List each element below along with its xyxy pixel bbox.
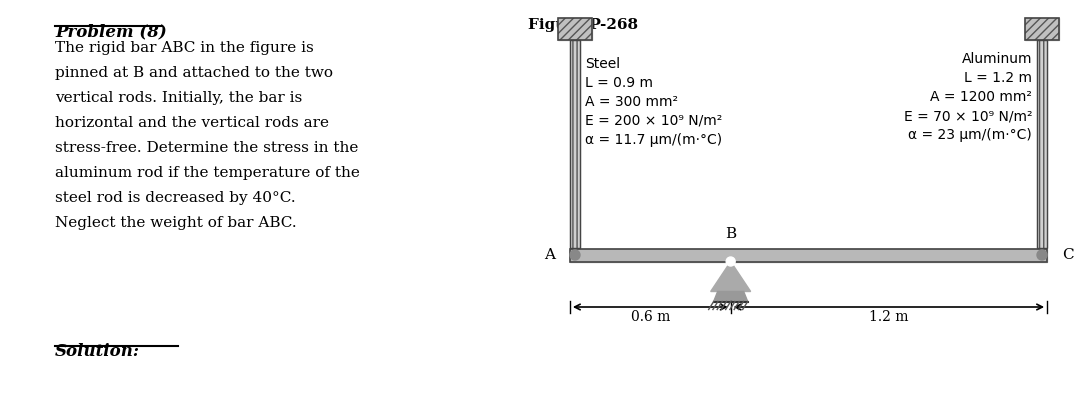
Text: stress-free. Determine the stress in the: stress-free. Determine the stress in the bbox=[55, 141, 359, 155]
Text: 0.6 m: 0.6 m bbox=[631, 310, 670, 324]
Text: L = 1.2 m: L = 1.2 m bbox=[964, 71, 1032, 85]
Text: horizontal and the vertical rods are: horizontal and the vertical rods are bbox=[55, 116, 329, 130]
Text: vertical rods. Initially, the bar is: vertical rods. Initially, the bar is bbox=[55, 91, 302, 105]
Text: α = 23 μm/(m·°C): α = 23 μm/(m·°C) bbox=[908, 128, 1032, 142]
Polygon shape bbox=[714, 291, 747, 302]
Bar bbox=[1037, 40, 1047, 248]
Text: E = 70 × 10⁹ N/m²: E = 70 × 10⁹ N/m² bbox=[904, 109, 1032, 123]
Bar bbox=[570, 249, 1047, 261]
Text: C: C bbox=[1062, 248, 1074, 262]
Circle shape bbox=[1037, 250, 1047, 260]
Text: steel rod is decreased by 40°C.: steel rod is decreased by 40°C. bbox=[55, 191, 296, 205]
Bar bbox=[570, 40, 580, 248]
Text: aluminum rod if the temperature of the: aluminum rod if the temperature of the bbox=[55, 166, 360, 180]
Bar bbox=[1025, 18, 1059, 40]
Text: Figure P-268: Figure P-268 bbox=[528, 18, 638, 32]
Text: A = 1200 mm²: A = 1200 mm² bbox=[930, 90, 1032, 104]
Text: A = 300 mm²: A = 300 mm² bbox=[585, 95, 678, 109]
Bar bbox=[558, 18, 592, 40]
Text: Aluminum: Aluminum bbox=[961, 52, 1032, 66]
Bar bbox=[558, 18, 592, 40]
Bar bbox=[570, 40, 580, 248]
Bar bbox=[1037, 40, 1047, 248]
Bar bbox=[1037, 40, 1047, 248]
Text: α = 11.7 μm/(m·°C): α = 11.7 μm/(m·°C) bbox=[585, 133, 723, 147]
Text: A: A bbox=[544, 248, 555, 262]
Text: pinned at B and attached to the two: pinned at B and attached to the two bbox=[55, 66, 333, 80]
Circle shape bbox=[726, 257, 735, 266]
Circle shape bbox=[570, 250, 580, 260]
Text: The rigid bar ABC in the figure is: The rigid bar ABC in the figure is bbox=[55, 41, 314, 55]
Text: Neglect the weight of bar ABC.: Neglect the weight of bar ABC. bbox=[55, 216, 297, 230]
Bar bbox=[570, 40, 580, 248]
Bar bbox=[558, 18, 592, 40]
Polygon shape bbox=[711, 261, 751, 291]
Text: 1.2 m: 1.2 m bbox=[869, 310, 908, 324]
Text: B: B bbox=[725, 227, 737, 241]
Text: Problem (8): Problem (8) bbox=[55, 23, 166, 40]
Text: E = 200 × 10⁹ N/m²: E = 200 × 10⁹ N/m² bbox=[585, 114, 723, 128]
Bar bbox=[570, 249, 1047, 261]
Text: Solution:: Solution: bbox=[55, 343, 140, 360]
Text: L = 0.9 m: L = 0.9 m bbox=[585, 76, 653, 90]
Text: Steel: Steel bbox=[585, 57, 620, 71]
Bar bbox=[1025, 18, 1059, 40]
Bar bbox=[1025, 18, 1059, 40]
